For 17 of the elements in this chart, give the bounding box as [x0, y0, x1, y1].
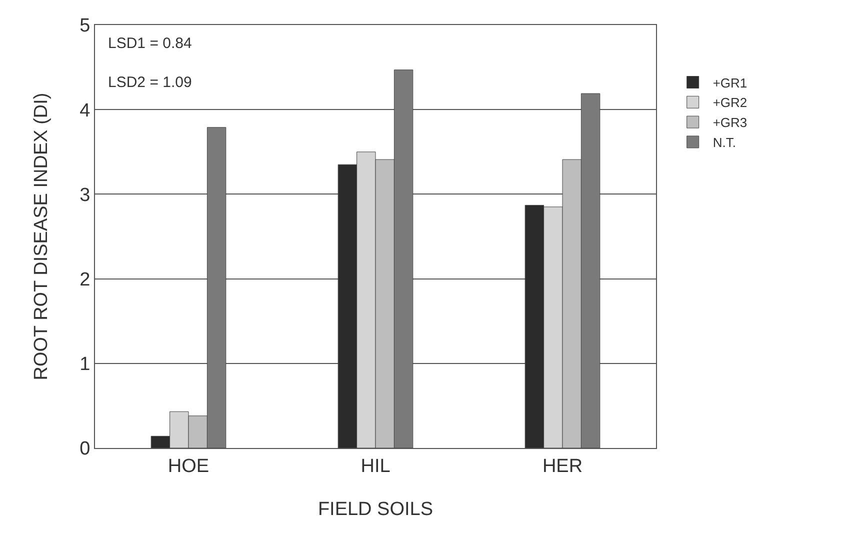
y-tick-label: 4	[80, 100, 91, 122]
legend-label: +GR2	[712, 95, 748, 110]
legend-label: N.T.	[712, 135, 736, 150]
x-tick-label: HOE	[168, 456, 210, 477]
legend-label: +GR1	[712, 75, 748, 90]
y-tick-label: 1	[80, 354, 90, 376]
x-axis-title: FIELD SOILS	[318, 499, 434, 520]
annotation: LSD1 = 0.84	[108, 35, 192, 52]
y-tick-label: 0	[80, 438, 90, 460]
y-tick-label: 2	[80, 269, 90, 290]
y-tick-label: 3	[80, 184, 90, 206]
y-axis-title: ROOT ROT DISEASE INDEX (DI)	[31, 92, 52, 380]
annotation: LSD2 = 1.09	[108, 74, 192, 91]
legend-label: +GR3	[712, 115, 748, 130]
x-tick-label: HER	[542, 456, 583, 477]
y-tick-label: 5	[80, 16, 90, 37]
x-tick-label: HIL	[360, 456, 390, 477]
